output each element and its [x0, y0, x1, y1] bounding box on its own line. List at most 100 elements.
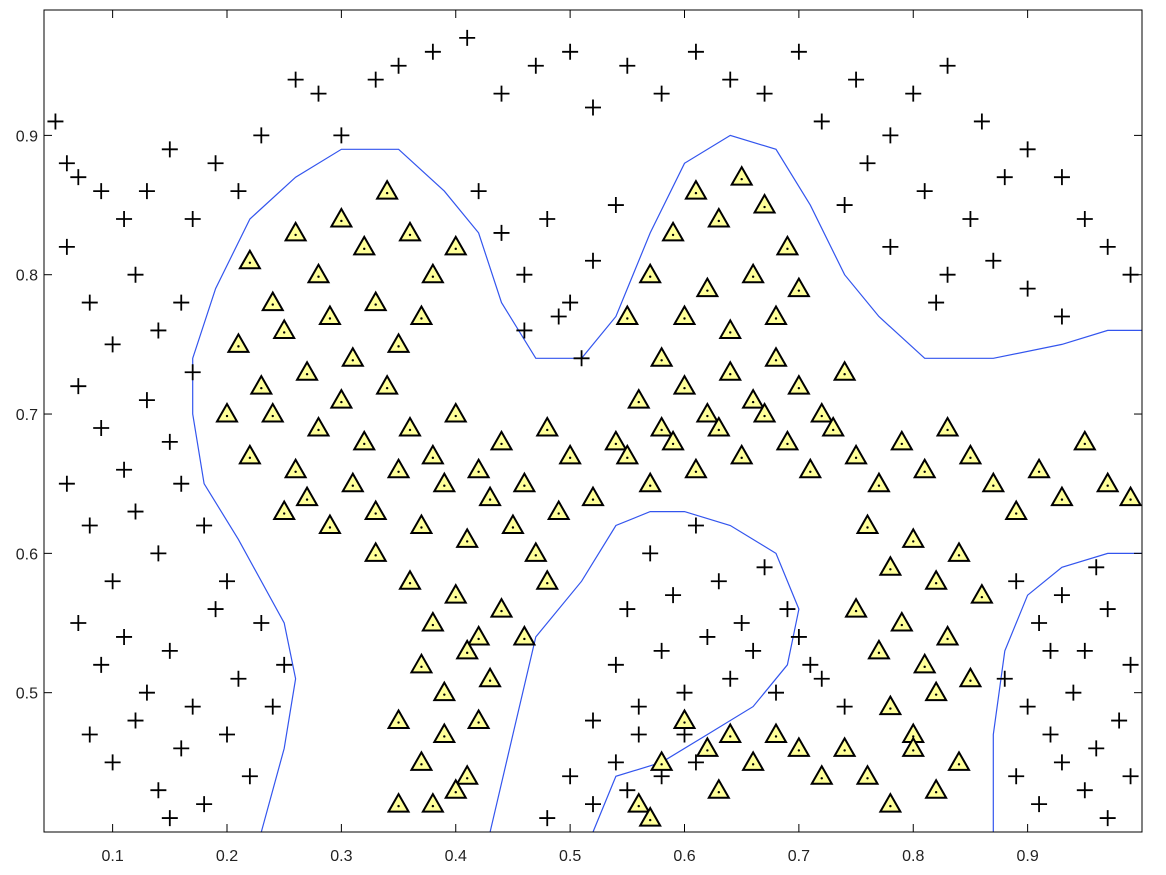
plus-point [1053, 754, 1070, 771]
plus-point [493, 85, 510, 102]
triangle-point [615, 304, 640, 326]
plus-point [1031, 796, 1048, 813]
triangle-point [604, 429, 628, 451]
plus-point [116, 210, 133, 227]
triangle-point [489, 429, 514, 451]
triangle-point [638, 262, 662, 284]
plus-point [585, 99, 601, 116]
plus-point [264, 698, 281, 715]
y-tick-label: 0.5 [16, 686, 38, 703]
plus-point [653, 768, 670, 785]
plus-point [1111, 712, 1128, 729]
triangle-point [283, 220, 308, 242]
triangle-point [1095, 471, 1120, 493]
plus-point [93, 656, 110, 673]
triangle-point [386, 708, 411, 730]
triangle-point [444, 402, 468, 423]
triangle-point [707, 778, 731, 799]
plus-point [676, 684, 693, 701]
plus-point [562, 294, 579, 311]
plus-point [1042, 642, 1059, 659]
triangle-point [318, 513, 342, 534]
triangle-point [707, 206, 731, 228]
triangle-point [352, 234, 376, 256]
plus-point [1053, 587, 1070, 604]
plus-point [1122, 656, 1139, 673]
triangle-point [249, 374, 274, 395]
triangle-point [1050, 485, 1074, 507]
plus-point [928, 294, 945, 311]
plus-point [1088, 559, 1105, 576]
triangle-point [535, 415, 559, 437]
plus-point [539, 810, 556, 827]
triangle-point [775, 234, 800, 256]
plus-point [161, 141, 178, 158]
triangle-point [661, 429, 685, 451]
plus-point [470, 183, 487, 200]
triangle-point [661, 220, 685, 242]
plus-point [996, 169, 1013, 186]
triangle-point [752, 193, 777, 214]
triangle-point [798, 457, 823, 479]
plus-point [70, 615, 87, 632]
plus-point [882, 238, 899, 255]
triangle-point [318, 304, 342, 326]
plus-point [585, 252, 601, 269]
plus-point [562, 43, 579, 60]
plus-point [230, 670, 247, 687]
triangle-point [375, 179, 399, 200]
triangle-point [695, 276, 720, 298]
plus-point [848, 71, 865, 88]
y-tick-label: 0.7 [16, 407, 38, 424]
plus-point [790, 628, 807, 645]
triangle-point [375, 374, 399, 395]
triangle-point [832, 736, 857, 757]
plus-point [104, 754, 121, 771]
plus-point [253, 127, 270, 144]
triangle-point [386, 792, 411, 813]
triangle-point [649, 415, 674, 437]
triangle-point [924, 680, 948, 702]
x-tick-label: 0.5 [559, 848, 581, 865]
plus-point [81, 517, 98, 534]
plus-point [1019, 280, 1036, 297]
plot-background [44, 10, 1142, 832]
triangle-point [638, 471, 662, 493]
triangle-point [466, 708, 491, 730]
triangle-point [787, 374, 811, 395]
plus-point [745, 642, 762, 659]
triangle-point [695, 402, 720, 423]
triangle-point [1118, 485, 1143, 507]
plus-point [676, 726, 693, 743]
plus-point [1019, 141, 1036, 158]
plus-point [710, 573, 727, 590]
plus-point [184, 364, 201, 381]
plus-point [161, 433, 178, 450]
plus-point [1099, 238, 1116, 255]
triangle-point [867, 471, 891, 493]
plus-point [70, 378, 87, 395]
triangle-point [947, 541, 971, 562]
x-tick-label: 0.4 [445, 848, 467, 865]
triangle-point [352, 429, 376, 451]
triangle-point [707, 415, 731, 437]
plus-point [962, 210, 979, 227]
triangle-point [238, 248, 262, 270]
plus-point [81, 294, 98, 311]
triangle-point [432, 471, 457, 493]
triangle-point [409, 750, 434, 771]
y-tick-label: 0.8 [16, 268, 38, 285]
plus-point [539, 210, 556, 227]
plus-point [630, 698, 647, 715]
plus-point [1053, 169, 1070, 186]
triangle-point [684, 179, 708, 200]
plus-point [882, 127, 899, 144]
plus-point [493, 224, 510, 241]
triangle-point [421, 611, 445, 632]
triangle-point [810, 402, 834, 423]
plus-point [607, 197, 624, 214]
plus-point [585, 712, 601, 729]
x-tick-label: 0.2 [216, 848, 238, 865]
plus-point [58, 155, 75, 172]
